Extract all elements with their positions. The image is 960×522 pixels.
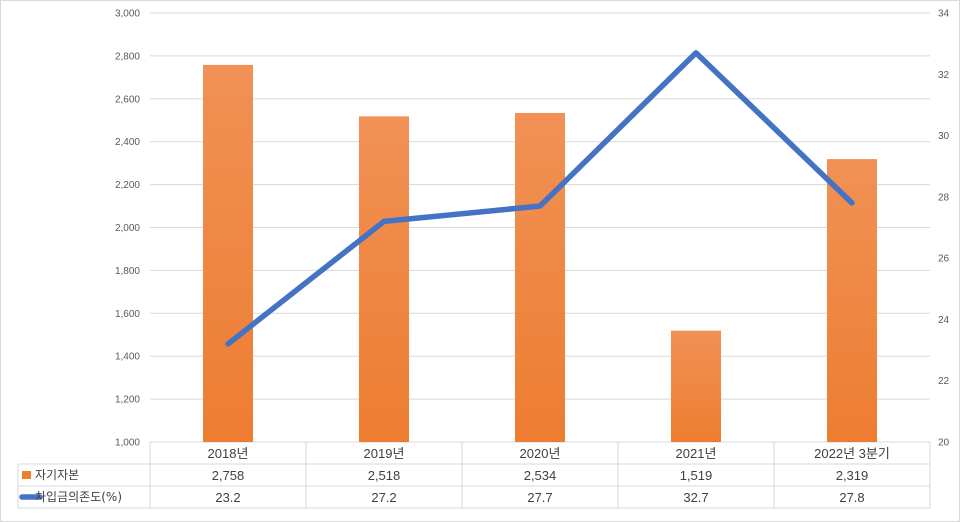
y-tick-label-left: 2,400 [115, 137, 140, 148]
y-tick-label-left: 2,600 [115, 94, 140, 105]
y-tick-label-left: 2,800 [115, 51, 140, 62]
table-cell-value: 27.7 [527, 490, 552, 505]
table-cell-value: 2,758 [212, 468, 245, 483]
y-tick-label-right: 32 [938, 70, 950, 81]
bar [359, 116, 409, 442]
bar [203, 64, 253, 442]
y-tick-label-left: 2,000 [115, 223, 140, 234]
y-tick-label-left: 3,000 [115, 9, 140, 20]
y-tick-label-right: 34 [938, 9, 950, 20]
line-point [693, 50, 699, 56]
table-cell-value: 2,518 [368, 468, 401, 483]
legend-label: 자기자본 [35, 468, 79, 482]
line-point [381, 218, 387, 224]
line-point [537, 203, 543, 209]
y-tick-label-right: 26 [938, 254, 950, 265]
table-cell-value: 2,319 [836, 468, 869, 483]
category-label: 2021년 [676, 446, 717, 461]
legend-key-bar [22, 471, 31, 479]
category-label: 2022년 3분기 [814, 446, 890, 461]
table-cell-value: 1,519 [680, 468, 713, 483]
table-cell-value: 32.7 [683, 490, 708, 505]
y-tick-label-right: 28 [938, 192, 950, 203]
legend-label: 차입금의존도(%) [35, 490, 122, 504]
table-cell-value: 27.2 [371, 490, 396, 505]
table-cell-value: 2,534 [524, 468, 557, 483]
y-tick-label-left: 1,000 [115, 438, 140, 449]
y-tick-label-left: 1,200 [115, 395, 140, 406]
y-tick-label-left: 2,200 [115, 180, 140, 191]
table-cell-value: 23.2 [215, 490, 240, 505]
table-cell-value: 27.8 [839, 490, 864, 505]
y-tick-label-right: 20 [938, 438, 950, 449]
bar [827, 159, 877, 442]
y-tick-label-left: 1,400 [115, 352, 140, 363]
category-label: 2020년 [520, 446, 561, 461]
y-tick-label-left: 1,600 [115, 309, 140, 320]
bar [515, 112, 565, 442]
line-point [225, 341, 231, 347]
category-label: 2019년 [364, 446, 405, 461]
y-tick-label-right: 24 [938, 315, 950, 326]
y-tick-label-right: 30 [938, 131, 950, 142]
bar [671, 330, 721, 442]
y-tick-label-right: 22 [938, 376, 950, 387]
line-point [849, 200, 855, 206]
y-tick-label-left: 1,800 [115, 266, 140, 277]
category-label: 2018년 [208, 446, 249, 461]
